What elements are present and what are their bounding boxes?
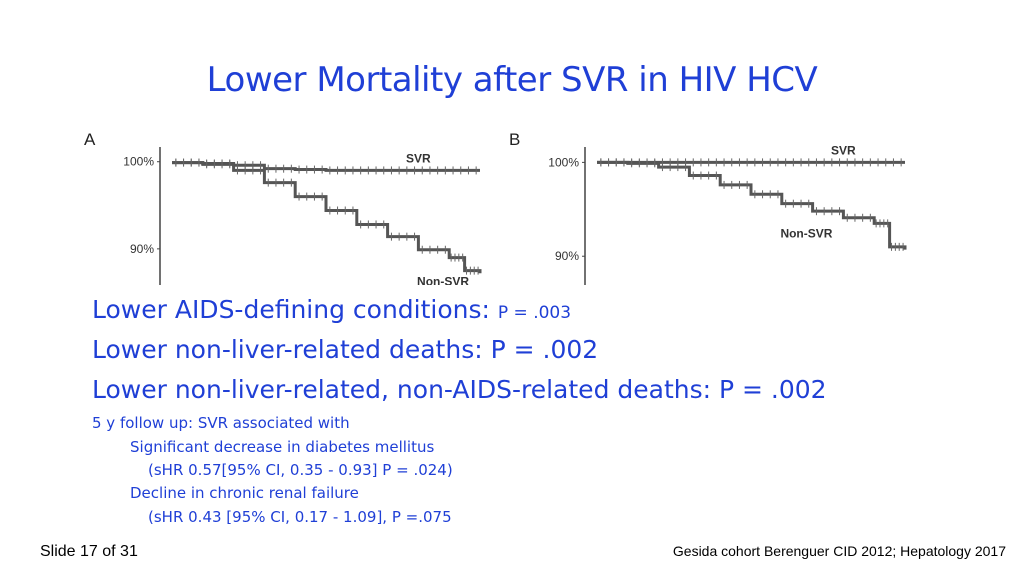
renal-line: Decline in chronic renal failure bbox=[130, 484, 359, 502]
km-chart-b: B 100% 90% SVR Non-SVR bbox=[509, 130, 907, 285]
diabetes-line: Significant decrease in diabetes mellitu… bbox=[130, 438, 435, 456]
series-label: SVR bbox=[406, 151, 431, 165]
series-line-non-svr bbox=[597, 160, 907, 250]
series-label: Non-SVR bbox=[780, 227, 832, 241]
aids-label: Lower AIDS-defining conditions: bbox=[92, 295, 498, 324]
km-chart-a: A 100% 90% SVR Non-SVR bbox=[84, 130, 482, 285]
followup-line: 5 y follow up: SVR associated with bbox=[92, 414, 350, 432]
series-line-non-svr bbox=[172, 161, 482, 274]
series-label: Non-SVR bbox=[417, 274, 469, 285]
panel-label: A bbox=[84, 130, 96, 149]
y-tick-label: 100% bbox=[548, 155, 579, 169]
nonliver-nonaids-line: Lower non-liver-related, non-AIDS-relate… bbox=[92, 375, 827, 404]
series-label: SVR bbox=[831, 143, 856, 157]
km-panel-b: B 100% 90% SVR Non-SVR bbox=[505, 125, 925, 285]
nonliver-line: Lower non-liver-related deaths: P = .002 bbox=[92, 335, 599, 364]
km-panel-a: A 100% 90% SVR Non-SVR bbox=[80, 125, 500, 285]
panel-label: B bbox=[509, 130, 520, 149]
slide-number: Slide 17 of 31 bbox=[40, 543, 138, 560]
page-title: Lower Mortality after SVR in HIV HCV bbox=[206, 60, 818, 100]
diabetes-shr-line: (sHR 0.57[95% CI, 0.35 - 0.93] P = .024) bbox=[148, 461, 453, 479]
aids-p-value: P = .003 bbox=[497, 303, 572, 323]
aids-line: Lower AIDS-defining conditions: P = .003 bbox=[92, 295, 571, 324]
source-citation: Gesida cohort Berenguer CID 2012; Hepato… bbox=[672, 543, 1006, 559]
y-tick-label: 100% bbox=[123, 155, 154, 169]
y-tick-label: 90% bbox=[130, 242, 154, 256]
y-tick-label: 90% bbox=[555, 249, 579, 263]
renal-shr-line: (sHR 0.43 [95% CI, 0.17 - 1.09], P =.075 bbox=[148, 508, 452, 526]
